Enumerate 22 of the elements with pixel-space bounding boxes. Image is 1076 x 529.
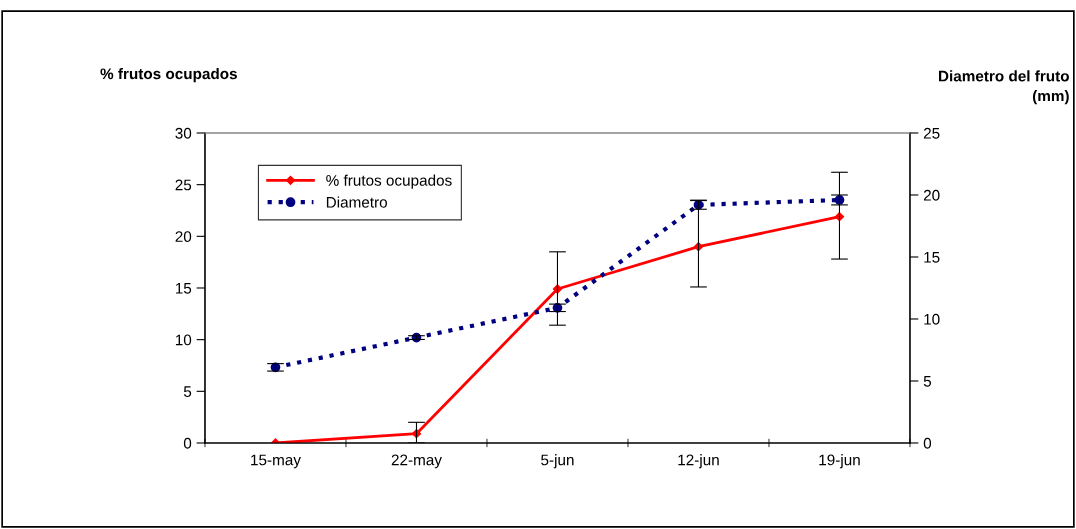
- legend-label: Diametro: [326, 196, 387, 208]
- y-tick-label: 0: [183, 437, 192, 449]
- y-tick-label: 5: [183, 386, 192, 398]
- y2-tick-label: 10: [924, 313, 940, 325]
- y-tick-label: 30: [175, 127, 192, 139]
- x-tick-label: 12-jun: [678, 454, 719, 469]
- x-tick-label: 5-jun: [541, 454, 574, 469]
- y-tick-label: 10: [175, 334, 192, 346]
- y2-axis-title: Diametro del fruto (mm): [939, 70, 1069, 105]
- legend-label: % frutos ocupados: [326, 174, 452, 189]
- y2-tick-label: 0: [923, 437, 932, 449]
- y2-tick-label: 25: [923, 127, 940, 139]
- x-tick-label: 15-may: [251, 454, 301, 469]
- x-tick-label: 19-jun: [819, 454, 860, 469]
- y-tick-label: 25: [175, 179, 192, 191]
- y-tick-label: 20: [175, 231, 192, 243]
- y2-tick-label: 5: [923, 376, 932, 387]
- y-tick-label: 15: [175, 283, 192, 294]
- y2-tick-label: 15: [924, 252, 940, 263]
- y-axis-title: % frutos ocupados: [100, 68, 237, 83]
- y2-tick-label: 20: [923, 189, 940, 201]
- x-tick-label: 22-may: [391, 454, 442, 469]
